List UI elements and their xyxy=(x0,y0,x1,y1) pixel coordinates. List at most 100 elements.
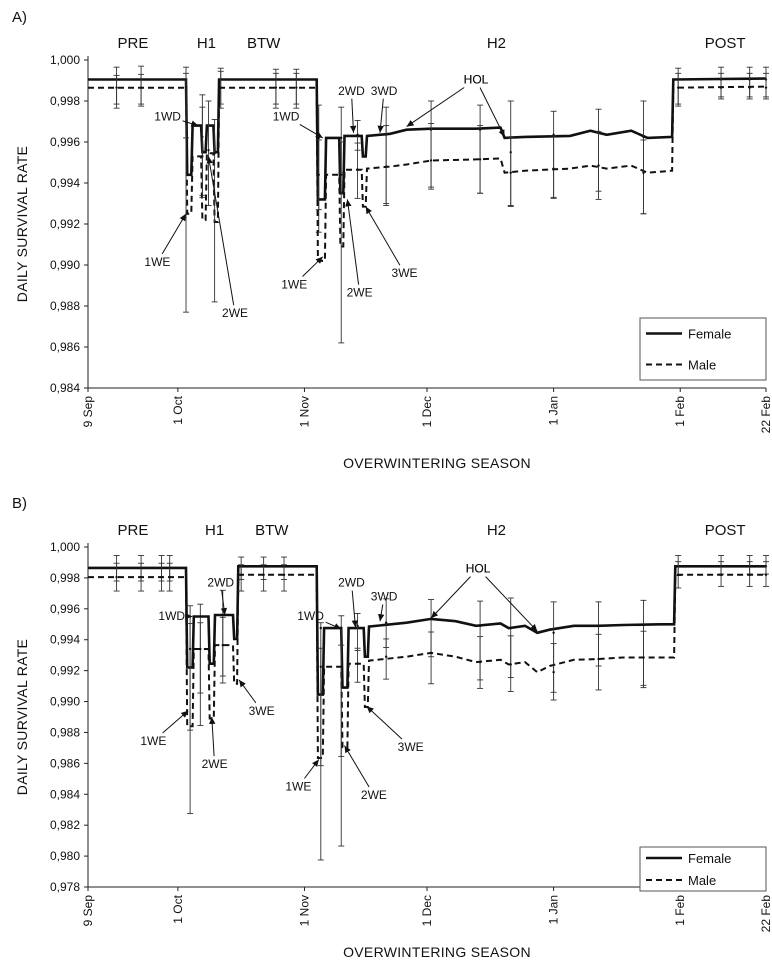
data-point-male xyxy=(199,647,202,651)
annotation-label-3wd: 3WD xyxy=(371,84,398,98)
annotation-arrow xyxy=(299,123,324,139)
y-tick-label: 0,996 xyxy=(50,135,80,149)
y-tick-label: 0,992 xyxy=(50,664,80,678)
y-tick-label: 0,998 xyxy=(50,571,80,585)
data-point-male xyxy=(509,171,512,174)
panel-label: A) xyxy=(12,9,27,26)
annotation-arrow xyxy=(485,576,538,632)
y-axis-title: DAILY SURVIVAL RATE xyxy=(14,146,30,302)
data-point-male xyxy=(356,168,359,171)
annotation-label-hol: HOL xyxy=(464,72,489,86)
x-tick-label: 1 Feb xyxy=(673,895,687,926)
annotation-label-1we: 1WE xyxy=(285,780,311,794)
data-point-female xyxy=(221,613,224,617)
data-point-male xyxy=(188,647,192,651)
period-label-h1: H1 xyxy=(197,35,216,52)
annotation-arrow xyxy=(206,156,235,306)
data-point-female xyxy=(356,133,359,137)
x-tick-label: 9 Sep xyxy=(81,895,95,927)
annotation-arrow xyxy=(349,98,357,133)
annotation-label-2we: 2WE xyxy=(222,306,248,320)
annotation-label-1wd: 1WD xyxy=(273,109,300,123)
x-tick-label: 1 Feb xyxy=(673,396,687,427)
data-point-male xyxy=(676,86,680,89)
x-axis-title: OVERWINTERING SEASON xyxy=(343,455,531,471)
y-tick-label: 0,990 xyxy=(50,695,80,709)
data-point-male xyxy=(384,655,388,658)
annotation-label-3wd: 3WD xyxy=(371,589,398,603)
y-tick-label: 0,986 xyxy=(50,756,80,770)
y-tick-label: 0,996 xyxy=(50,602,80,616)
data-point-male xyxy=(764,86,768,89)
x-tick-label: 1 Dec xyxy=(420,895,434,926)
data-point-male xyxy=(748,86,751,89)
data-point-male xyxy=(429,159,433,162)
annotation-label-3we: 3WE xyxy=(398,740,424,754)
series-line-female xyxy=(88,77,767,201)
data-point-male xyxy=(340,665,343,668)
x-tick-label: 1 Nov xyxy=(297,895,311,926)
data-point-male xyxy=(282,573,286,577)
data-point-male xyxy=(239,573,243,577)
data-point-female xyxy=(642,623,645,627)
data-point-male xyxy=(642,656,645,659)
data-point-male xyxy=(478,158,482,161)
y-tick-label: 1,000 xyxy=(50,53,80,67)
data-point-male xyxy=(552,670,555,674)
data-point-male xyxy=(597,164,600,167)
x-tick-label: 22 Feb xyxy=(759,895,772,933)
x-tick-label: 1 Oct xyxy=(171,395,185,424)
data-point-male xyxy=(139,86,143,89)
chart-panel-b: B) PRE H1 BTW H2 POST 0,978 0,980 0,982 0,984 0,98… xyxy=(12,495,772,960)
data-point-male xyxy=(340,173,343,176)
annotation-arrow xyxy=(304,759,320,779)
y-tick-label: 0,992 xyxy=(50,217,80,231)
annotation-arrow xyxy=(209,716,216,757)
data-point-male xyxy=(115,86,118,89)
annotation-arrow xyxy=(430,576,471,619)
annotation-arrow xyxy=(162,710,189,734)
y-axis-title: DAILY SURVIVAL RATE xyxy=(14,639,30,795)
data-point-male xyxy=(115,575,118,579)
data-point-male xyxy=(356,662,359,665)
y-tick-label: 0,990 xyxy=(50,258,80,272)
period-label-h2: H2 xyxy=(487,35,506,52)
y-tick-label: 0,988 xyxy=(50,725,80,739)
y-tick-label: 0,982 xyxy=(50,818,80,832)
chart-panel-a: A) PRE H1 BTW H2 POST 0,984 0,986 0,988 0,990 0,99… xyxy=(12,9,772,471)
period-label-h2: H2 xyxy=(487,522,506,539)
y-tick-label: 0,994 xyxy=(50,176,80,190)
annotation-label-1we: 1WE xyxy=(144,255,170,269)
y-tick-label: 0,978 xyxy=(50,880,80,894)
legend-label-male: Male xyxy=(688,358,716,373)
annotation-arrow xyxy=(344,745,370,788)
annotation-arrow xyxy=(302,256,324,277)
annotation-label-2wd: 2WD xyxy=(338,84,365,98)
annotation-label-1wd: 1WD xyxy=(154,109,181,123)
x-tick-label: 1 Dec xyxy=(420,396,434,427)
x-tick-label: 9 Sep xyxy=(81,396,95,428)
data-point-male xyxy=(478,660,482,664)
x-tick-label: 1 Oct xyxy=(171,894,185,923)
y-tick-label: 0,998 xyxy=(50,94,80,108)
data-point-male xyxy=(642,171,645,174)
data-point-female xyxy=(356,624,359,628)
x-axis-title: OVERWINTERING SEASON xyxy=(343,944,531,960)
y-tick-label: 0,984 xyxy=(50,381,80,395)
x-tick-label: 22 Feb xyxy=(759,396,772,434)
period-label-btw: BTW xyxy=(247,35,281,52)
annotation-label-hol: HOL xyxy=(466,562,491,576)
y-tick-label: 0,988 xyxy=(50,299,80,313)
annotation-arrow xyxy=(366,705,403,740)
annotation-label-3we: 3WE xyxy=(249,704,275,718)
data-point-male xyxy=(719,86,723,89)
x-tick-label: 1 Jan xyxy=(547,895,561,924)
annotation-arrow xyxy=(238,679,257,704)
period-label-post: POST xyxy=(705,35,746,52)
y-tick-label: 1,000 xyxy=(50,540,80,554)
y-tick-label: 0,986 xyxy=(50,340,80,354)
data-point-male xyxy=(139,575,143,579)
data-point-male xyxy=(509,663,512,666)
data-point-male xyxy=(262,573,265,577)
